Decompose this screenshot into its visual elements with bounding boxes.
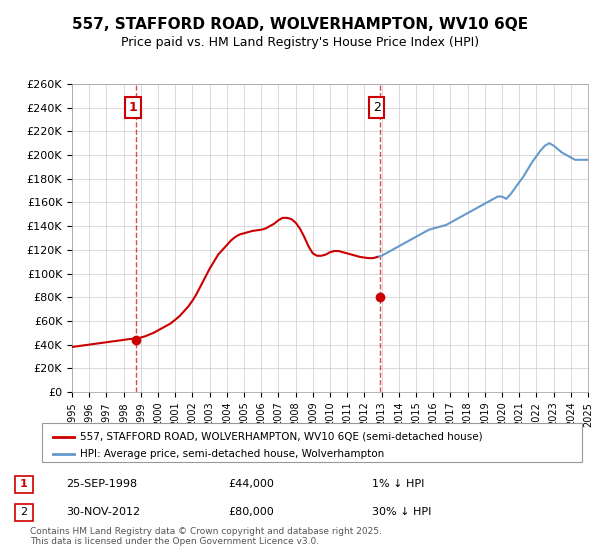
Text: 557, STAFFORD ROAD, WOLVERHAMPTON, WV10 6QE: 557, STAFFORD ROAD, WOLVERHAMPTON, WV10 … [72, 17, 528, 32]
Text: £80,000: £80,000 [228, 507, 274, 517]
Text: 2: 2 [373, 101, 381, 114]
Text: Price paid vs. HM Land Registry's House Price Index (HPI): Price paid vs. HM Land Registry's House … [121, 36, 479, 49]
Text: 1: 1 [128, 101, 137, 114]
Text: 2: 2 [20, 507, 28, 517]
Text: £44,000: £44,000 [228, 479, 274, 489]
Text: 1: 1 [20, 479, 28, 489]
Text: 25-SEP-1998: 25-SEP-1998 [66, 479, 137, 489]
FancyBboxPatch shape [42, 423, 582, 462]
Text: 30% ↓ HPI: 30% ↓ HPI [372, 507, 431, 517]
Text: Contains HM Land Registry data © Crown copyright and database right 2025.
This d: Contains HM Land Registry data © Crown c… [30, 526, 382, 546]
Text: 557, STAFFORD ROAD, WOLVERHAMPTON, WV10 6QE (semi-detached house): 557, STAFFORD ROAD, WOLVERHAMPTON, WV10 … [80, 432, 482, 441]
Text: 1% ↓ HPI: 1% ↓ HPI [372, 479, 424, 489]
Text: 30-NOV-2012: 30-NOV-2012 [66, 507, 140, 517]
Text: HPI: Average price, semi-detached house, Wolverhampton: HPI: Average price, semi-detached house,… [80, 449, 384, 459]
